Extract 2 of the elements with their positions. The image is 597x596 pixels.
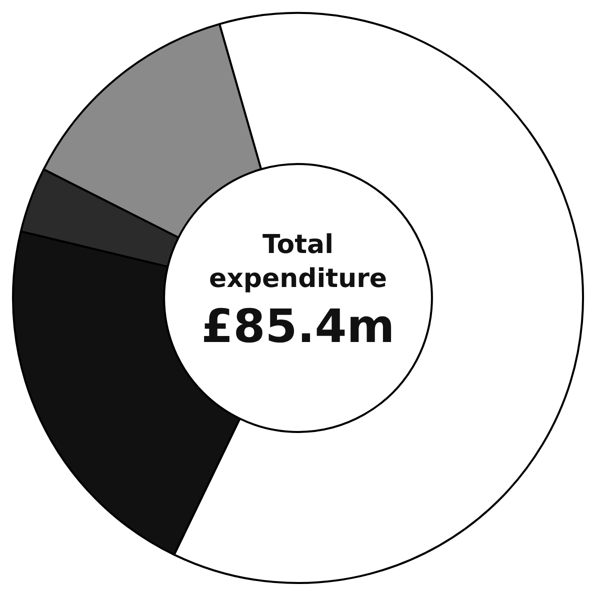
text: £85.4m xyxy=(201,298,395,353)
text: Total expenditure xyxy=(208,230,388,294)
